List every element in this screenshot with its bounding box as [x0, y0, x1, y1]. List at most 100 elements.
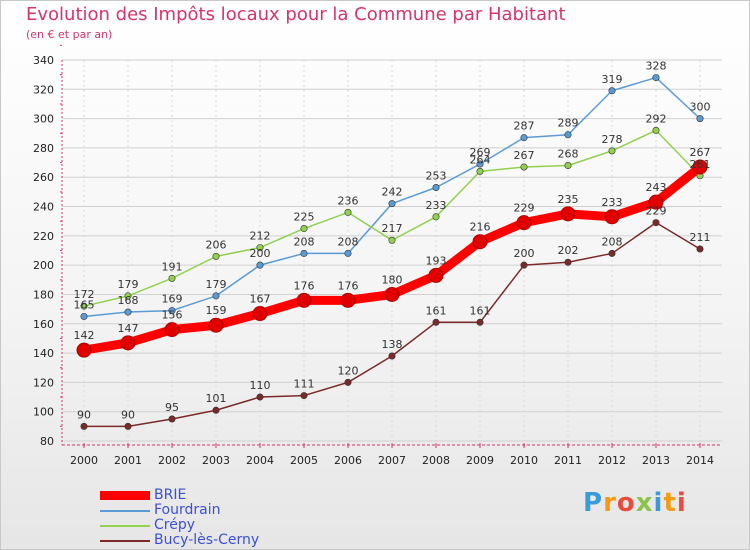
data-point-brie-2014 — [692, 159, 708, 175]
data-label-bucy-l-s-cerny-2004: 110 — [250, 379, 271, 392]
data-label-fourdrain-2004: 200 — [250, 247, 271, 260]
x-tick-2013: 2013 — [642, 454, 670, 467]
x-tick-2007: 2007 — [378, 454, 406, 467]
data-label-bucy-l-s-cerny-2005: 111 — [294, 378, 315, 391]
data-label-cr-py-2006: 236 — [338, 194, 359, 207]
data-label-bucy-l-s-cerny-2008: 161 — [426, 304, 447, 317]
data-point-cr-py-2006 — [344, 208, 352, 216]
logo-letter: r — [603, 488, 617, 518]
y-tick-160: 160 — [33, 318, 54, 331]
logo-letter: i — [676, 488, 687, 518]
y-tick-labels: 80 100 120 140 160 180 200 220 240 260 280 300 320 34… — [33, 54, 54, 448]
legend-label-crepy: Crépy — [154, 517, 196, 533]
x-tick-2003: 2003 — [202, 454, 230, 467]
data-point-fourdrain-2000 — [80, 312, 88, 320]
data-label-cr-py-2011: 268 — [558, 148, 579, 161]
data-label-bucy-l-s-cerny-2013: 229 — [646, 205, 667, 218]
chart-subtitle: (en € et par an) — [26, 28, 113, 41]
data-point-bucy-l-s-cerny-2012 — [608, 249, 616, 257]
data-point-brie-2002 — [164, 322, 180, 338]
data-label-fourdrain-2001: 168 — [118, 294, 139, 307]
data-label-fourdrain-2003: 179 — [206, 278, 227, 291]
data-label-cr-py-2000: 172 — [74, 288, 95, 301]
data-label-cr-py-2009: 264 — [470, 153, 491, 166]
data-label-cr-py-2010: 267 — [514, 149, 535, 162]
data-point-bucy-l-s-cerny-2008 — [432, 318, 440, 326]
logo-letter: x — [635, 488, 654, 518]
x-tick-2004: 2004 — [246, 454, 274, 467]
data-point-fourdrain-2008 — [432, 183, 440, 191]
data-label-fourdrain-2007: 242 — [382, 186, 403, 199]
data-point-fourdrain-2013 — [652, 74, 660, 82]
data-label-bucy-l-s-cerny-2002: 95 — [165, 401, 179, 414]
data-label-bucy-l-s-cerny-2001: 90 — [121, 408, 135, 421]
data-point-cr-py-2011 — [564, 162, 572, 170]
data-point-cr-py-2008 — [432, 213, 440, 221]
data-label-cr-py-2003: 206 — [206, 238, 227, 251]
logo-letter: t — [663, 488, 677, 518]
logo-letter: o — [616, 488, 636, 518]
data-label-bucy-l-s-cerny-2003: 101 — [206, 392, 227, 405]
y-tick-320: 320 — [33, 83, 54, 96]
data-label-fourdrain-2012: 319 — [602, 73, 623, 86]
y-tick-80: 80 — [40, 435, 54, 448]
data-point-cr-py-2013 — [652, 126, 660, 134]
x-tick-2006: 2006 — [334, 454, 362, 467]
y-tick-300: 300 — [33, 113, 54, 126]
data-point-brie-2003 — [208, 317, 224, 333]
data-point-bucy-l-s-cerny-2000 — [80, 422, 88, 430]
data-point-brie-2004 — [252, 306, 268, 322]
y-tick-240: 240 — [33, 201, 54, 214]
data-label-fourdrain-2011: 289 — [558, 117, 579, 130]
x-tick-2011: 2011 — [554, 454, 582, 467]
y-tick-260: 260 — [33, 171, 54, 184]
data-point-fourdrain-2009 — [476, 160, 484, 168]
data-point-brie-2001 — [120, 335, 136, 351]
legend-swatch-brie — [100, 491, 150, 500]
data-label-bucy-l-s-cerny-2011: 202 — [558, 244, 579, 257]
data-point-bucy-l-s-cerny-2001 — [124, 422, 132, 430]
data-label-fourdrain-2009: 269 — [470, 146, 491, 159]
y-tick-180: 180 — [33, 288, 54, 301]
data-point-cr-py-2001 — [124, 292, 132, 300]
x-tick-2012: 2012 — [598, 454, 626, 467]
data-label-cr-py-2004: 212 — [250, 230, 271, 243]
data-label-brie-2003: 159 — [206, 304, 227, 317]
y-tick-140: 140 — [33, 347, 54, 360]
y-tick-220: 220 — [33, 230, 54, 243]
x-tick-labels: 2000 2001 2002 2003 2004 2005 2006 2007 2008 2009… — [70, 454, 714, 467]
proxiti-logo: Proxiti — [583, 488, 687, 518]
data-point-bucy-l-s-cerny-2007 — [388, 352, 396, 360]
data-label-cr-py-2001: 179 — [118, 278, 139, 291]
data-label-fourdrain-2013: 328 — [646, 60, 667, 73]
data-label-cr-py-2007: 217 — [382, 222, 403, 235]
data-label-brie-2007: 180 — [382, 273, 403, 286]
data-point-cr-py-2010 — [520, 163, 528, 171]
data-label-brie-2004: 167 — [250, 293, 271, 306]
data-point-brie-2005 — [296, 292, 312, 308]
data-point-bucy-l-s-cerny-2009 — [476, 318, 484, 326]
x-tick-2005: 2005 — [290, 454, 318, 467]
data-point-brie-2008 — [428, 267, 444, 283]
y-tick-100: 100 — [33, 406, 54, 419]
x-tick-2002: 2002 — [158, 454, 186, 467]
data-labels: 165 168 169 179 200 208 208 242 253 269 287 289 319 3… — [74, 60, 711, 422]
data-point-fourdrain-2002 — [168, 307, 176, 315]
y-tick-120: 120 — [33, 376, 54, 389]
data-label-bucy-l-s-cerny-2000: 90 — [77, 408, 91, 421]
y-tick-340: 340 — [33, 54, 54, 67]
legend-label-fourdrain: Fourdrain — [154, 502, 221, 518]
grid-lines — [62, 59, 722, 442]
data-point-cr-py-2005 — [300, 225, 308, 233]
data-point-cr-py-2012 — [608, 147, 616, 155]
data-point-brie-2000 — [76, 342, 92, 358]
data-label-brie-2008: 193 — [426, 254, 447, 267]
data-point-bucy-l-s-cerny-2013 — [652, 219, 660, 227]
data-label-fourdrain-2014: 300 — [690, 101, 711, 114]
data-point-bucy-l-s-cerny-2003 — [212, 406, 220, 414]
data-label-fourdrain-2008: 253 — [426, 169, 447, 182]
data-point-bucy-l-s-cerny-2002 — [168, 415, 176, 423]
data-point-brie-2011 — [560, 206, 576, 222]
data-point-cr-py-2007 — [388, 236, 396, 244]
